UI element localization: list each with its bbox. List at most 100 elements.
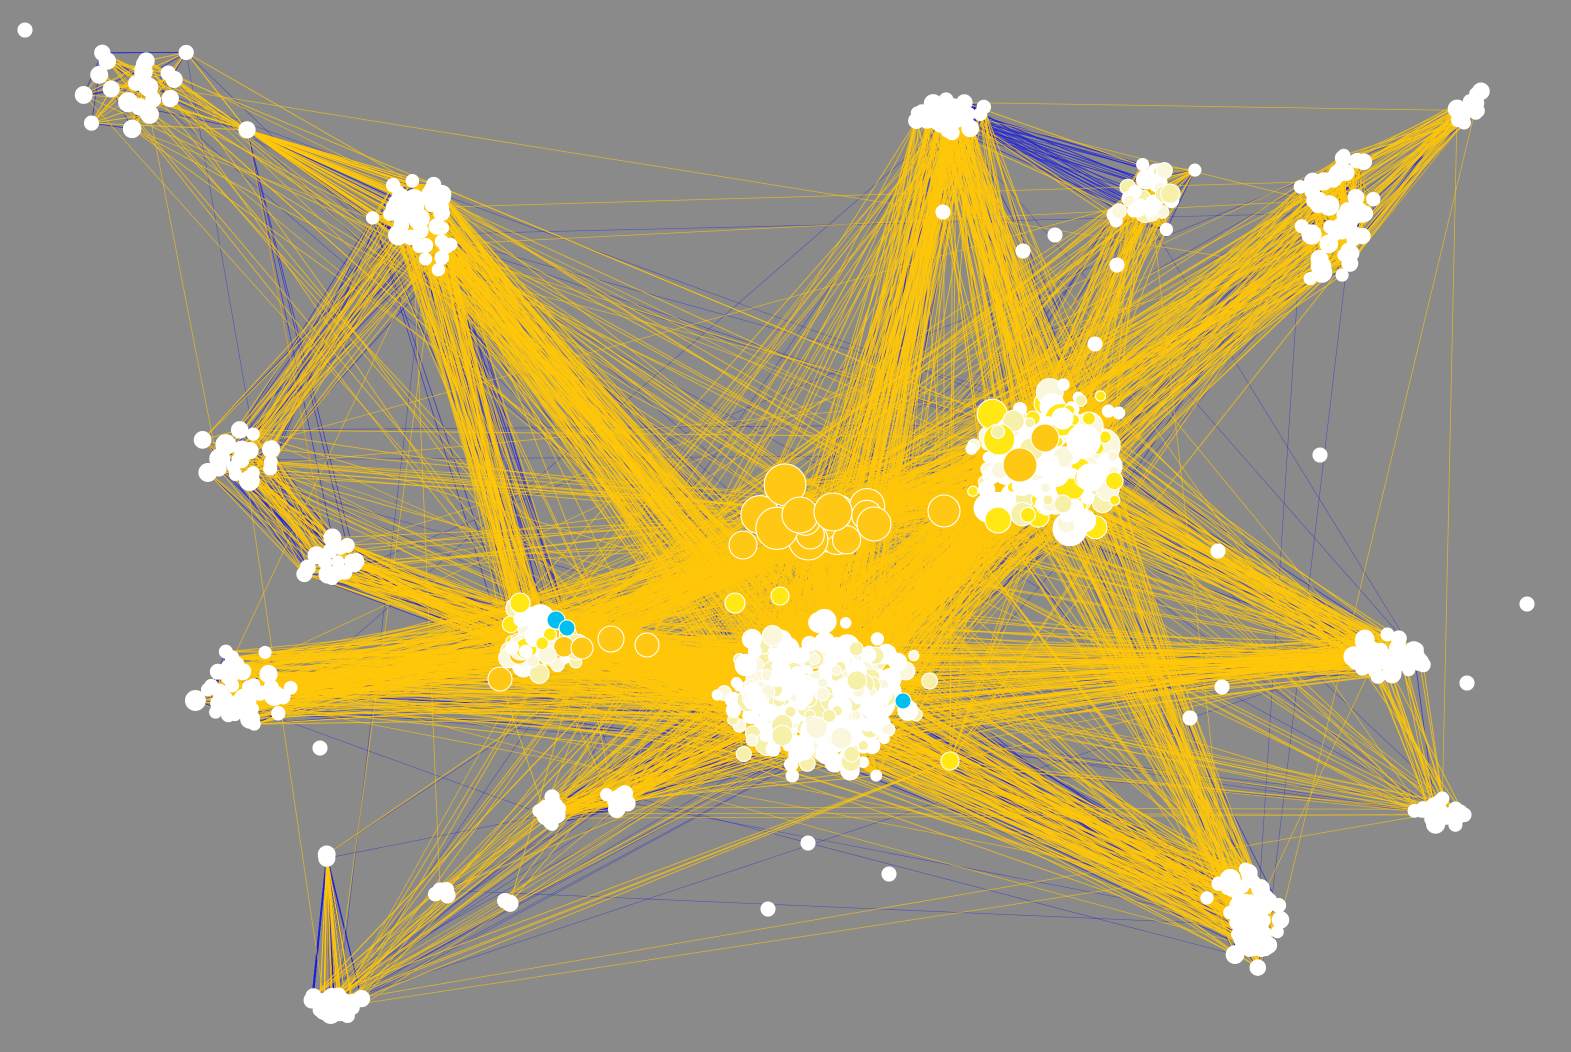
graph-node[interactable] — [1236, 937, 1255, 955]
graph-node[interactable] — [780, 649, 796, 664]
graph-node[interactable] — [1450, 104, 1465, 118]
graph-node[interactable] — [262, 440, 281, 459]
graph-node[interactable] — [1024, 417, 1036, 429]
graph-node[interactable] — [98, 52, 117, 70]
graph-node[interactable] — [431, 263, 445, 277]
graph-node-hub[interactable] — [813, 492, 853, 532]
graph-node[interactable] — [122, 119, 142, 139]
graph-node[interactable] — [1159, 222, 1174, 237]
graph-node[interactable] — [1249, 959, 1267, 976]
graph-node-isolate[interactable] — [1015, 243, 1031, 259]
graph-node[interactable] — [747, 644, 762, 659]
graph-node[interactable] — [518, 644, 533, 659]
graph-node[interactable] — [870, 632, 885, 646]
graph-node[interactable] — [505, 640, 520, 655]
graph-node[interactable] — [259, 665, 278, 684]
graph-node[interactable] — [861, 647, 877, 663]
graph-node[interactable] — [210, 694, 228, 712]
graph-node[interactable] — [1136, 157, 1150, 172]
graph-node[interactable] — [784, 705, 797, 718]
graph-node[interactable] — [843, 746, 860, 763]
graph-node[interactable] — [246, 466, 260, 480]
graph-node[interactable] — [90, 65, 109, 84]
graph-node[interactable] — [178, 44, 194, 61]
graph-node[interactable] — [808, 653, 821, 666]
graph-node-hub[interactable] — [940, 751, 960, 771]
graph-node-hub[interactable] — [724, 592, 746, 614]
graph-node[interactable] — [1155, 162, 1173, 180]
graph-node[interactable] — [936, 105, 951, 120]
graph-node[interactable] — [1340, 247, 1357, 263]
graph-node[interactable] — [711, 689, 723, 701]
graph-node[interactable] — [878, 733, 890, 745]
graph-node[interactable] — [161, 89, 179, 108]
graph-node[interactable] — [1072, 508, 1097, 533]
graph-node[interactable] — [418, 252, 433, 266]
graph-node-isolate[interactable] — [935, 204, 951, 220]
graph-node[interactable] — [225, 678, 240, 693]
graph-node[interactable] — [1314, 172, 1333, 191]
graph-node-isolate[interactable] — [760, 901, 776, 917]
graph-node[interactable] — [317, 554, 332, 570]
graph-node-hub[interactable] — [781, 496, 819, 534]
graph-node[interactable] — [830, 664, 842, 676]
graph-node-hub[interactable] — [894, 692, 912, 710]
graph-node[interactable] — [812, 608, 837, 634]
graph-node-hub[interactable] — [984, 506, 1012, 534]
graph-node[interactable] — [210, 460, 227, 477]
graph-node-hub[interactable] — [570, 636, 594, 660]
graph-node[interactable] — [1349, 152, 1365, 169]
graph-node-isolate[interactable] — [1519, 596, 1535, 612]
graph-node[interactable] — [846, 670, 868, 691]
graph-node[interactable] — [526, 654, 540, 668]
graph-node[interactable] — [1451, 804, 1469, 822]
graph-node[interactable] — [1347, 225, 1362, 240]
graph-node[interactable] — [1076, 463, 1105, 492]
graph-node[interactable] — [944, 121, 959, 136]
graph-node[interactable] — [1337, 148, 1351, 163]
graph-node[interactable] — [850, 709, 862, 722]
graph-node[interactable] — [765, 741, 781, 757]
graph-node[interactable] — [74, 85, 93, 104]
graph-node[interactable] — [1101, 404, 1115, 418]
graph-node[interactable] — [734, 653, 758, 677]
graph-node[interactable] — [1323, 220, 1338, 235]
graph-node[interactable] — [816, 677, 829, 689]
graph-node[interactable] — [735, 746, 752, 763]
graph-node[interactable] — [1135, 169, 1156, 190]
graph-node[interactable] — [1412, 650, 1426, 664]
graph-node[interactable] — [337, 564, 353, 580]
graph-node[interactable] — [1335, 226, 1350, 240]
graph-node[interactable] — [347, 552, 365, 570]
graph-node[interactable] — [365, 211, 380, 225]
graph-node[interactable] — [427, 886, 443, 902]
graph-node-isolate[interactable] — [881, 866, 897, 882]
graph-node[interactable] — [745, 682, 761, 698]
graph-node[interactable] — [221, 707, 236, 723]
graph-node[interactable] — [795, 688, 814, 706]
graph-node-hub[interactable] — [927, 494, 961, 528]
graph-node[interactable] — [405, 174, 420, 188]
graph-node[interactable] — [1254, 888, 1270, 905]
graph-node[interactable] — [1211, 876, 1226, 891]
graph-node[interactable] — [275, 688, 291, 705]
graph-node-hub[interactable] — [856, 506, 892, 542]
graph-node[interactable] — [839, 617, 852, 629]
graph-node[interactable] — [393, 217, 410, 234]
graph-node[interactable] — [1240, 921, 1256, 938]
graph-node-isolate[interactable] — [1459, 675, 1475, 691]
graph-node[interactable] — [245, 701, 259, 716]
graph-node-isolate[interactable] — [1109, 257, 1125, 273]
graph-node[interactable] — [1200, 891, 1214, 905]
graph-node-isolate[interactable] — [1210, 543, 1226, 559]
graph-node[interactable] — [908, 649, 920, 662]
graph-node[interactable] — [128, 75, 144, 91]
graph-node-isolate[interactable] — [1047, 227, 1063, 243]
graph-node-isolate[interactable] — [1312, 447, 1328, 463]
graph-node[interactable] — [1366, 192, 1381, 207]
graph-node[interactable] — [1094, 390, 1107, 402]
graph-node[interactable] — [815, 742, 838, 765]
graph-node[interactable] — [1435, 791, 1450, 806]
graph-node[interactable] — [263, 461, 278, 476]
